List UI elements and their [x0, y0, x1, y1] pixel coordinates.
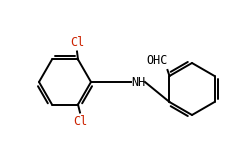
Text: Cl: Cl — [70, 36, 84, 50]
Text: Cl: Cl — [73, 115, 87, 128]
Text: NH: NH — [131, 76, 145, 88]
Text: OHC: OHC — [147, 54, 168, 67]
